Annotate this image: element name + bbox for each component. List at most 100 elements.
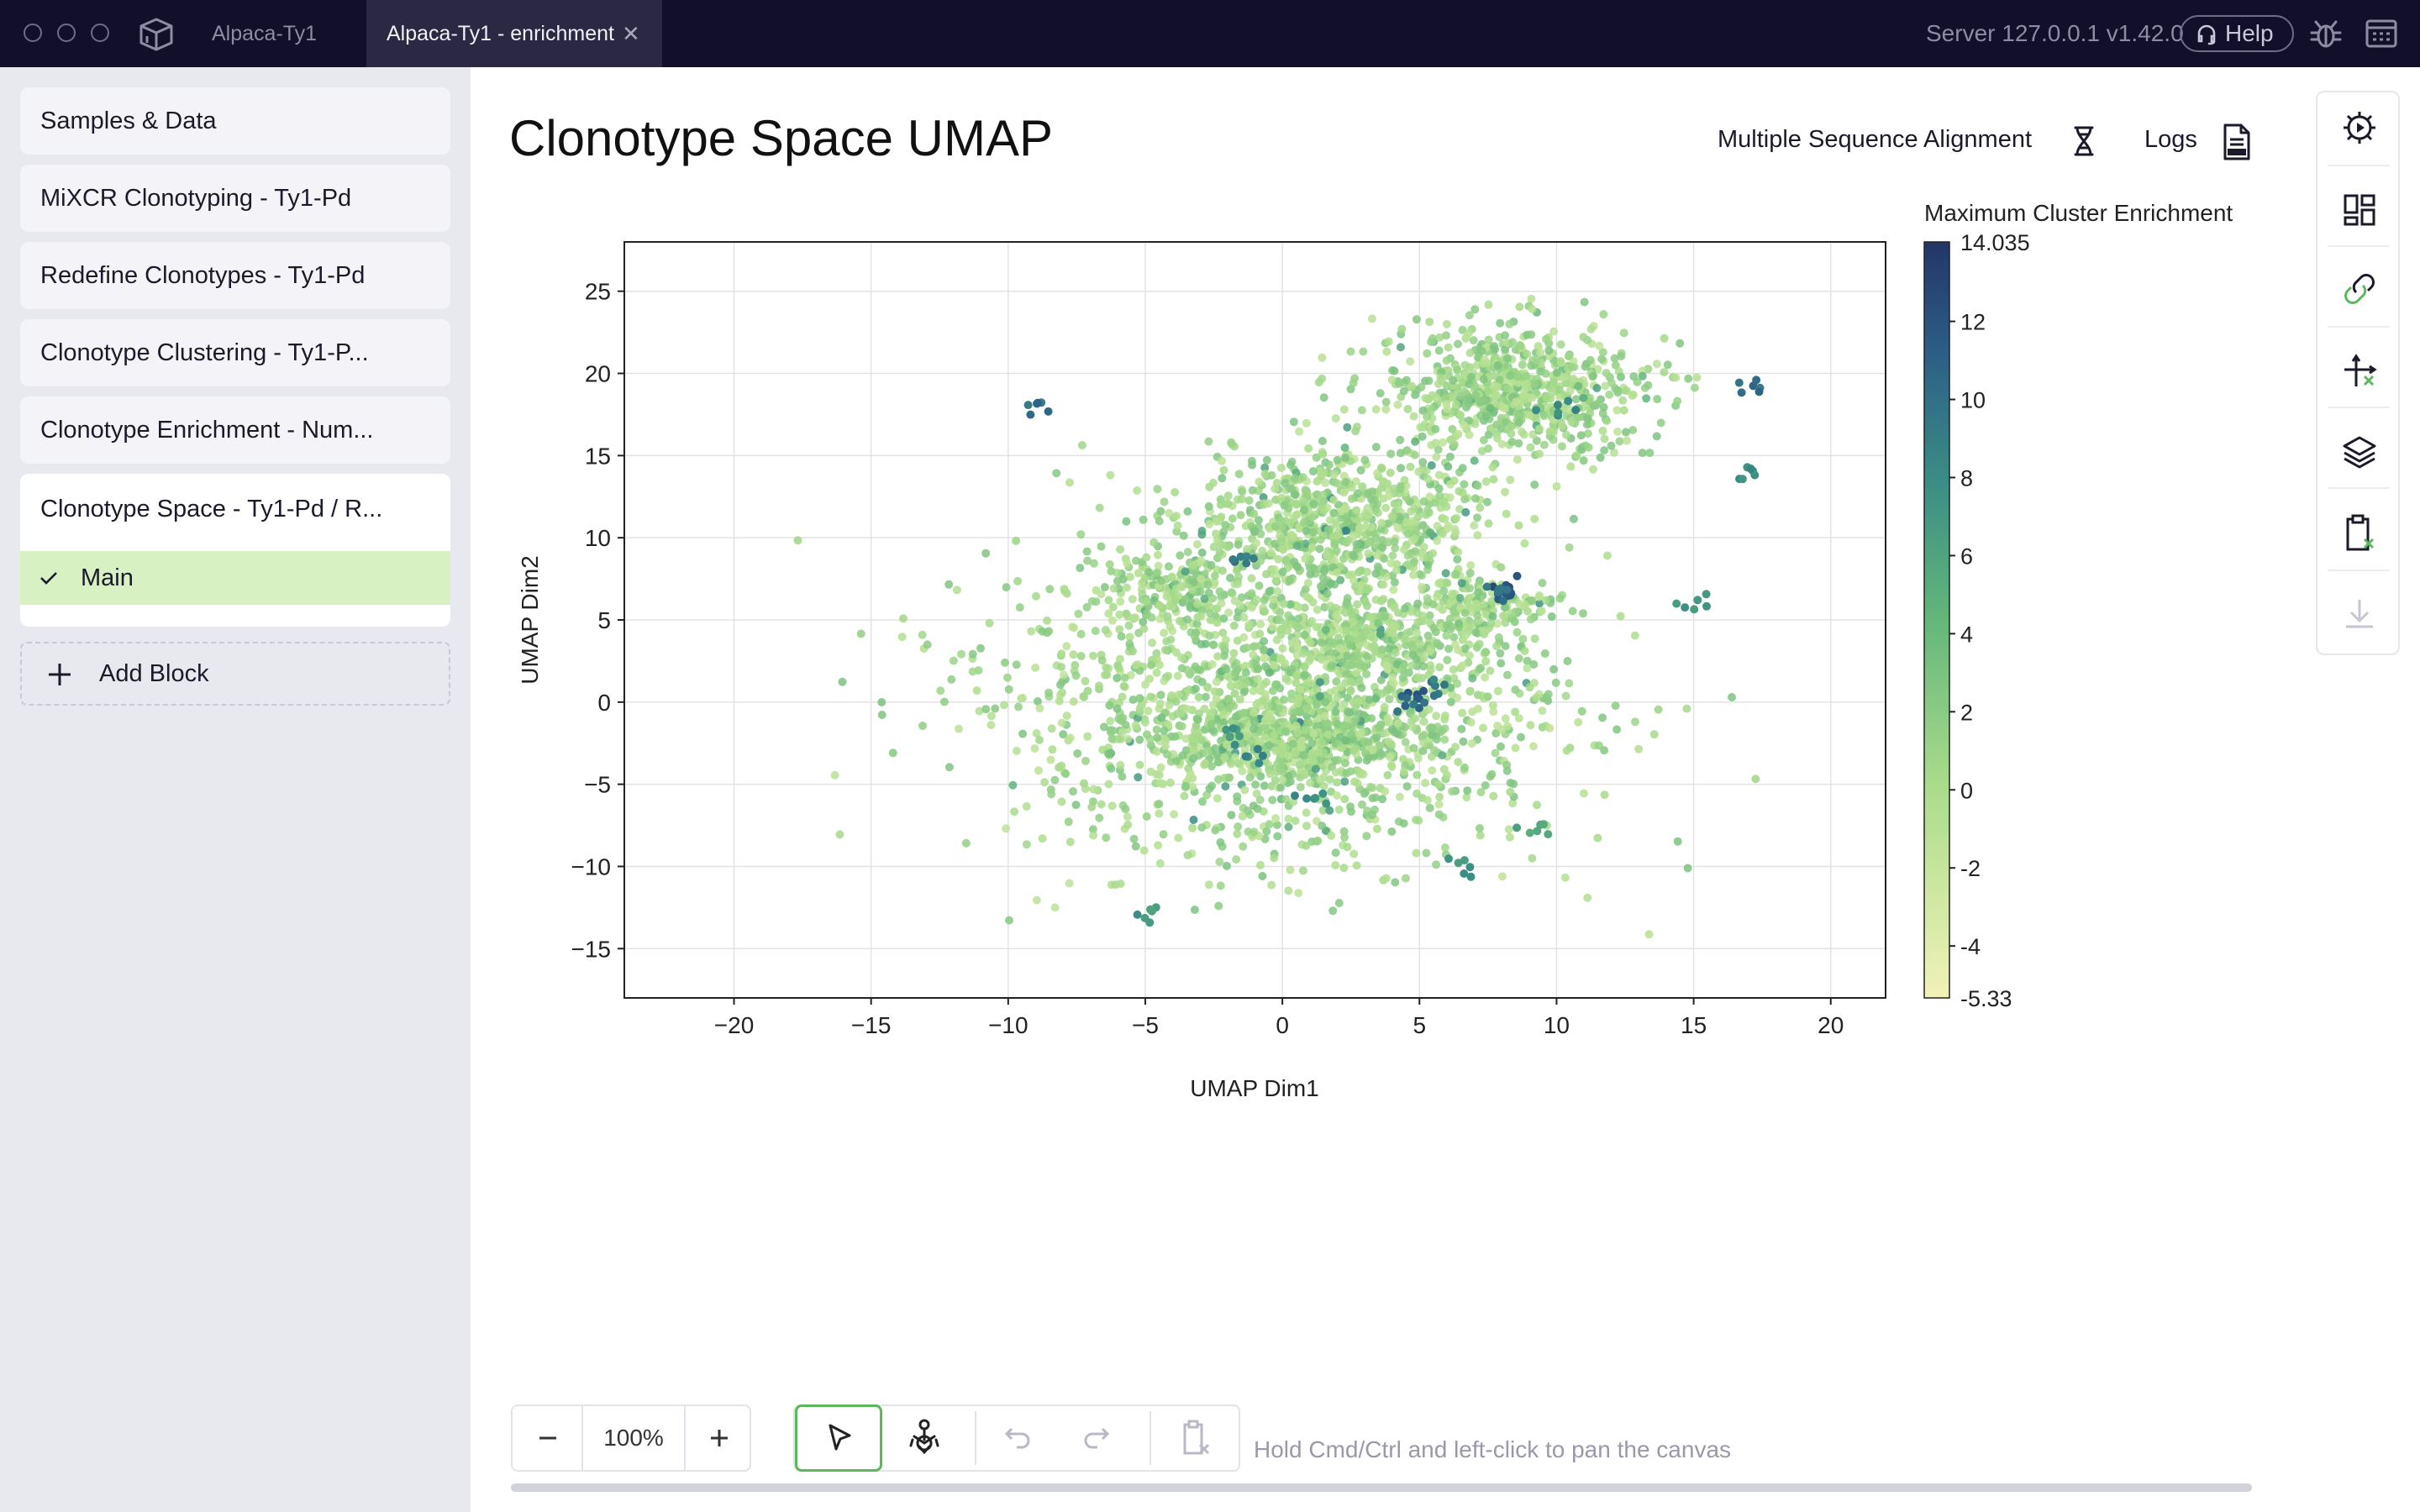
scatter-point: [1593, 365, 1602, 374]
scatter-point: [1623, 436, 1631, 445]
terminal-icon[interactable]: [2365, 18, 2398, 49]
window-minimize-button[interactable]: [57, 24, 76, 42]
scatter-point: [1209, 640, 1218, 649]
scatter-point: [1529, 660, 1539, 669]
redo-button[interactable]: [1057, 1406, 1138, 1470]
tab-project[interactable]: Alpaca-Ty1: [212, 22, 318, 45]
axes-icon[interactable]: [2341, 353, 2378, 390]
scatter-point: [1432, 860, 1441, 869]
scatter-point: [1465, 311, 1474, 320]
scatter-point: [1240, 785, 1249, 795]
scatter-point: [1449, 376, 1458, 385]
sidebar-item-main[interactable]: Main: [20, 551, 450, 605]
block-clonotype-space-label: Clonotype Space - Ty1-Pd / R...: [40, 496, 383, 522]
scatter-point: [1645, 449, 1655, 458]
logs-document-icon[interactable]: [2218, 123, 2252, 161]
scatter-point: [1292, 679, 1301, 687]
link-icon[interactable]: [2341, 270, 2378, 307]
scatter-point: [1413, 789, 1422, 798]
layers-icon[interactable]: [2341, 433, 2378, 470]
scatter-point: [1209, 543, 1218, 552]
msa-button[interactable]: Multiple Sequence Alignment: [1718, 126, 2033, 153]
tab-project-active[interactable]: Alpaca-Ty1 - enrichment ✕: [366, 0, 662, 67]
scatter-point: [1384, 337, 1393, 346]
enriched-point: [1502, 585, 1512, 595]
scatter-point: [1673, 396, 1682, 406]
scatter-point: [1197, 549, 1207, 557]
scatter-point: [1300, 630, 1309, 639]
settings-play-icon[interactable]: [2341, 109, 2378, 146]
scatter-point: [1069, 697, 1078, 706]
scatter-point: [1357, 406, 1366, 415]
scatter-point: [1211, 743, 1220, 753]
select-tool-button[interactable]: [795, 1404, 882, 1472]
scatter-point: [1146, 741, 1155, 750]
window-zoom-button[interactable]: [91, 24, 109, 42]
scatter-point: [1434, 484, 1444, 493]
scatter-point: [1518, 360, 1527, 370]
scatter-point: [1567, 362, 1576, 371]
scatter-point: [1235, 695, 1244, 704]
block-clonotype-enrichment[interactable]: Clonotype Enrichment - Num...: [20, 396, 450, 464]
block-clonotype-clustering[interactable]: Clonotype Clustering - Ty1-P...: [20, 319, 450, 386]
scatter-point: [1520, 538, 1529, 548]
scatter-point: [1501, 642, 1510, 651]
scatter-point: [1566, 462, 1576, 471]
scatter-point: [1476, 831, 1485, 840]
scatter-point: [1526, 615, 1535, 624]
scatter-point: [1493, 722, 1502, 730]
scatter-point: [1132, 556, 1140, 565]
scatter-point: [1087, 802, 1097, 811]
scatter-point: [1410, 714, 1419, 723]
scatter-point: [1460, 608, 1470, 617]
scatter-point: [1341, 608, 1350, 617]
scatter-point: [1216, 881, 1225, 890]
zoom-in-button[interactable]: [684, 1406, 751, 1470]
scatter-point: [1576, 431, 1586, 440]
scatter-point: [1040, 778, 1050, 787]
bug-report-icon[interactable]: [2307, 15, 2344, 52]
scatter-point: [1239, 675, 1248, 684]
scatter-point: [1465, 686, 1475, 696]
scatter-point: [1389, 585, 1398, 595]
block-clonotype-space[interactable]: Clonotype Space - Ty1-Pd / R... Main: [20, 474, 450, 627]
scatter-point: [1425, 647, 1434, 656]
scatter-point: [1577, 445, 1586, 454]
horizontal-scrollbar[interactable]: [511, 1483, 2252, 1492]
scatter-point: [1526, 443, 1535, 452]
scatter-point: [1265, 587, 1274, 596]
close-tab-icon[interactable]: ✕: [622, 21, 640, 46]
dna-icon[interactable]: [2067, 124, 2101, 158]
undo-button[interactable]: [976, 1406, 1057, 1470]
add-block-button[interactable]: Add Block: [20, 642, 450, 706]
zoom-out-button[interactable]: [513, 1406, 583, 1470]
scatter-point: [1001, 658, 1009, 667]
clear-canvas-button[interactable]: [1151, 1406, 1240, 1470]
scatter-point: [1471, 599, 1481, 608]
clear-clipboard-icon[interactable]: [2341, 512, 2378, 553]
scatter-point: [1534, 342, 1543, 351]
scatter-point: [1034, 766, 1043, 775]
window-close-button[interactable]: [24, 24, 42, 42]
scatter-point: [1413, 628, 1421, 638]
scatter-point: [1132, 660, 1141, 669]
scatter-point: [1426, 528, 1435, 538]
block-redefine-clonotypes[interactable]: Redefine Clonotypes - Ty1-Pd: [20, 242, 450, 309]
scatter-point: [1171, 488, 1180, 496]
help-button[interactable]: Help: [2180, 15, 2294, 52]
dashboard-icon[interactable]: [2341, 192, 2378, 228]
scatter-point: [1299, 648, 1308, 658]
logs-button[interactable]: Logs: [2144, 126, 2197, 153]
scatter-point: [1108, 602, 1118, 612]
block-samples-data[interactable]: Samples & Data: [20, 87, 450, 155]
undo-icon: [1004, 1427, 1030, 1449]
scatter-point: [1286, 575, 1295, 585]
scatter-point: [1050, 775, 1060, 785]
node-tool-button[interactable]: [882, 1406, 966, 1470]
scatter-point: [1488, 463, 1497, 472]
scatter-point: [1226, 574, 1234, 582]
download-icon[interactable]: [2341, 595, 2378, 632]
scatter-point: [1205, 520, 1214, 529]
y-axis-label: UMAP Dim2: [517, 555, 543, 685]
block-mixcr-clonotyping[interactable]: MiXCR Clonotyping - Ty1-Pd: [20, 165, 450, 232]
